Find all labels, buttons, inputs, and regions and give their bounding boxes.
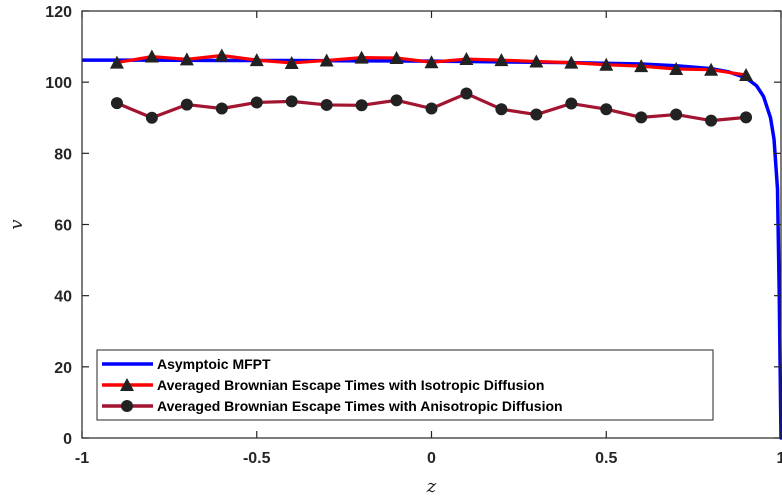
legend-marker-3 <box>121 400 133 412</box>
series-2-marker <box>319 53 334 67</box>
series-2-marker <box>179 52 194 66</box>
y-tick-label: 120 <box>45 4 72 21</box>
series-2-marker <box>249 53 264 67</box>
x-tick-label: 0.5 <box>595 450 617 467</box>
series-2-marker <box>634 59 649 73</box>
plot-area <box>82 48 782 440</box>
series-3-marker <box>530 108 543 121</box>
series-3-marker <box>390 94 403 107</box>
series-2-marker <box>214 48 229 62</box>
legend-label-3: Averaged Brownian Escape Times with Anis… <box>157 398 563 414</box>
series-3-marker <box>635 111 648 124</box>
series-3-marker <box>215 102 228 115</box>
series-3-marker <box>180 98 193 111</box>
series-3-marker <box>460 87 473 100</box>
y-tick-label: 60 <box>54 218 72 235</box>
series-3-marker <box>425 102 438 115</box>
series-3-marker <box>565 97 578 110</box>
series-2-marker <box>459 52 474 66</box>
series-3-marker <box>495 103 508 116</box>
x-tick-label: -1 <box>75 450 89 467</box>
y-axis-label: v <box>6 219 27 229</box>
series-3-marker <box>740 111 753 124</box>
series-3-marker <box>705 114 718 127</box>
series-3-marker <box>145 111 158 124</box>
series-2-marker <box>424 55 439 69</box>
x-axis-label: z <box>426 476 437 497</box>
series-2-marker <box>739 68 754 82</box>
series-2-marker <box>389 50 404 64</box>
legend: Asymptoic MFPT Averaged Brownian Escape T… <box>96 349 714 421</box>
series-2-marker <box>109 55 124 69</box>
series-3-marker <box>250 96 263 109</box>
y-tick-label: 0 <box>63 431 72 448</box>
series-3-marker <box>600 103 613 116</box>
series-3-marker <box>670 108 683 121</box>
legend-marker-2 <box>120 378 134 391</box>
y-tick-label: 100 <box>45 75 72 92</box>
x-tick-label: -0.5 <box>243 450 271 467</box>
legend-box <box>96 349 714 421</box>
x-tick-label: 1 <box>777 450 782 467</box>
series-3-marker <box>355 99 368 112</box>
series-2-marker <box>564 55 579 69</box>
x-tick-label: 0 <box>427 450 436 467</box>
series-3-marker <box>285 95 298 108</box>
y-tick-label: 40 <box>54 289 72 306</box>
series-2-marker <box>144 49 159 63</box>
series-2-marker <box>494 53 509 67</box>
y-tick-label: 80 <box>54 146 72 163</box>
series-2-marker <box>354 50 369 64</box>
y-tick-label: 20 <box>54 360 72 377</box>
series-2-marker <box>284 55 299 69</box>
series-2-marker <box>599 57 614 71</box>
legend-label-1: Asymptoic MFPT <box>157 356 271 372</box>
series-2-marker <box>529 54 544 68</box>
series-2-marker <box>704 62 719 76</box>
axes: -1 -0.5 0 0.5 1 0 20 40 60 80 100 120 z v <box>6 4 782 497</box>
series-3-marker <box>110 97 123 110</box>
series-2-marker <box>669 62 684 76</box>
legend-label-2: Averaged Brownian Escape Times with Isot… <box>157 377 544 393</box>
series-3-marker <box>320 98 333 111</box>
